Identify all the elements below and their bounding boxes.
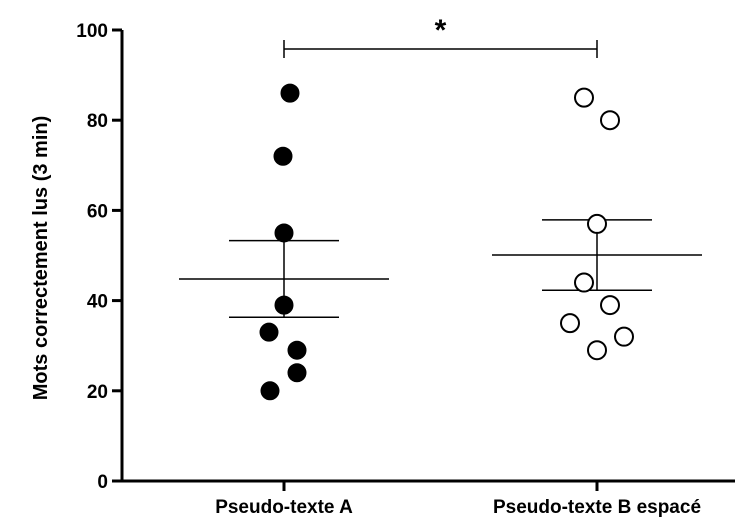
data-point-open: [587, 340, 607, 361]
category-label: Pseudo-texte A: [215, 497, 353, 518]
category-labels: Pseudo-texte A Pseudo-texte B espacé: [215, 497, 701, 518]
y-tick-label: 0: [97, 472, 108, 493]
data-points: [259, 83, 634, 401]
data-point-filled: [259, 322, 279, 342]
x-axis: [120, 479, 735, 491]
y-tick-label: 100: [76, 21, 108, 42]
data-point-open: [587, 213, 607, 234]
y-tick-label: 20: [87, 382, 108, 403]
data-point-filled: [287, 363, 307, 383]
data-point-filled: [287, 340, 307, 360]
y-tick-label: 60: [87, 201, 108, 222]
data-point-open: [560, 313, 580, 334]
data-point-open: [574, 272, 594, 293]
data-point-filled: [260, 381, 280, 401]
y-axis: 0 20 40 60 80 100: [76, 21, 124, 493]
significance-bracket: *: [283, 14, 598, 58]
category-label: Pseudo-texte B espacé: [493, 497, 701, 518]
sem-bars: [179, 219, 702, 319]
y-axis-title: Mots correctement lus (3 min): [30, 116, 52, 401]
data-point-filled: [274, 223, 294, 243]
y-tick-label: 80: [87, 111, 108, 132]
data-point-filled: [273, 146, 293, 166]
y-tick-label: 40: [87, 292, 108, 313]
data-point-open: [600, 110, 620, 131]
data-point-filled: [280, 83, 300, 103]
data-point-open: [574, 87, 594, 108]
data-point-open: [614, 326, 634, 347]
data-point-open: [600, 295, 620, 316]
data-point-filled: [274, 295, 294, 315]
significance-label: *: [435, 14, 447, 47]
